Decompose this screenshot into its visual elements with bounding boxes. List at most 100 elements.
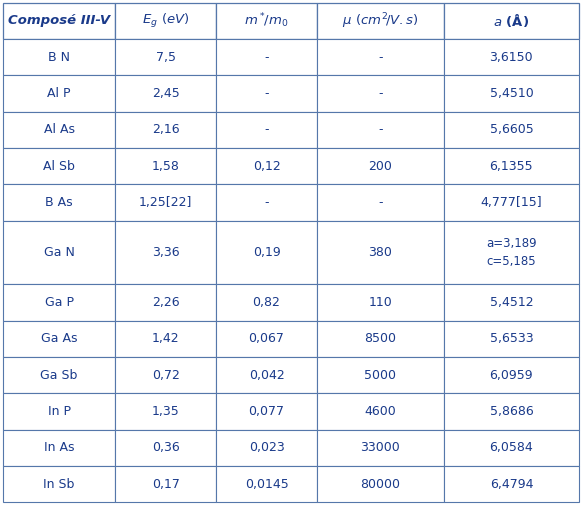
Text: 8500: 8500	[364, 332, 396, 345]
Text: 5,4512: 5,4512	[489, 296, 533, 309]
Text: 3,6150: 3,6150	[489, 50, 533, 64]
Bar	[443, 221, 579, 284]
Bar	[115, 430, 216, 466]
Text: 3,36: 3,36	[152, 246, 179, 259]
Bar	[317, 184, 443, 221]
Text: In Sb: In Sb	[44, 478, 74, 491]
Text: 0,36: 0,36	[152, 441, 180, 454]
Text: -: -	[378, 196, 382, 209]
Bar	[317, 357, 443, 393]
Bar	[317, 321, 443, 357]
Bar	[443, 393, 579, 430]
Bar	[3, 393, 115, 430]
Text: $\mathit{m^*\!/m_0}$: $\mathit{m^*\!/m_0}$	[244, 11, 289, 30]
Bar	[443, 112, 579, 148]
Bar	[3, 466, 115, 502]
Bar	[115, 221, 216, 284]
Text: Ga As: Ga As	[41, 332, 77, 345]
Bar	[216, 466, 317, 502]
Text: Ga P: Ga P	[45, 296, 73, 309]
Bar	[443, 3, 579, 39]
Bar	[317, 393, 443, 430]
Text: 80000: 80000	[360, 478, 400, 491]
Text: -: -	[264, 196, 269, 209]
Bar	[317, 75, 443, 112]
Text: 0,19: 0,19	[253, 246, 281, 259]
Bar	[115, 184, 216, 221]
Bar	[317, 3, 443, 39]
Bar	[115, 112, 216, 148]
Bar	[317, 221, 443, 284]
Text: 0,067: 0,067	[249, 332, 285, 345]
Text: 0,023: 0,023	[249, 441, 285, 454]
Text: $\mathit{\mu}$ $\mathit{(cm^2\!/V.s)}$: $\mathit{\mu}$ $\mathit{(cm^2\!/V.s)}$	[342, 11, 418, 30]
Text: B As: B As	[45, 196, 73, 209]
Bar	[3, 39, 115, 75]
Bar	[443, 284, 579, 321]
Text: 0,82: 0,82	[253, 296, 281, 309]
Bar	[3, 75, 115, 112]
Bar	[443, 184, 579, 221]
Text: B N: B N	[48, 50, 70, 64]
Bar	[317, 112, 443, 148]
Text: 6,4794: 6,4794	[489, 478, 533, 491]
Text: -: -	[378, 50, 382, 64]
Bar	[3, 221, 115, 284]
Text: 0,042: 0,042	[249, 369, 285, 382]
Text: 1,42: 1,42	[152, 332, 179, 345]
Bar	[3, 357, 115, 393]
Bar	[216, 321, 317, 357]
Text: 0,72: 0,72	[152, 369, 180, 382]
Text: 6,0959: 6,0959	[489, 369, 533, 382]
Bar	[115, 39, 216, 75]
Bar	[3, 112, 115, 148]
Bar	[216, 112, 317, 148]
Text: 2,26: 2,26	[152, 296, 179, 309]
Text: $\mathit{a}$ (Å): $\mathit{a}$ (Å)	[494, 12, 530, 29]
Text: 380: 380	[368, 246, 392, 259]
Text: 33000: 33000	[360, 441, 400, 454]
Text: Ga N: Ga N	[44, 246, 74, 259]
Bar	[443, 148, 579, 184]
Text: 5,6533: 5,6533	[489, 332, 533, 345]
Bar	[443, 75, 579, 112]
Bar	[115, 148, 216, 184]
Bar	[115, 75, 216, 112]
Bar	[216, 184, 317, 221]
Text: 2,45: 2,45	[152, 87, 180, 100]
Bar	[216, 221, 317, 284]
Bar	[317, 430, 443, 466]
Text: 5,4510: 5,4510	[489, 87, 533, 100]
Bar	[216, 3, 317, 39]
Text: -: -	[264, 50, 269, 64]
Bar	[3, 184, 115, 221]
Text: $\mathit{E_g}$ $\mathit{(eV)}$: $\mathit{E_g}$ $\mathit{(eV)}$	[142, 12, 190, 30]
Text: -: -	[264, 87, 269, 100]
Text: 2,16: 2,16	[152, 123, 179, 136]
Bar	[115, 321, 216, 357]
Bar	[216, 357, 317, 393]
Bar	[115, 393, 216, 430]
Text: Composé III-V: Composé III-V	[8, 14, 110, 27]
Text: 5,8686: 5,8686	[489, 405, 533, 418]
Bar	[317, 148, 443, 184]
Bar	[443, 39, 579, 75]
Bar	[317, 284, 443, 321]
Bar	[115, 3, 216, 39]
Text: 200: 200	[368, 160, 392, 173]
Text: 6,0584: 6,0584	[489, 441, 533, 454]
Text: a=3,189
c=5,185: a=3,189 c=5,185	[486, 237, 537, 268]
Bar	[317, 39, 443, 75]
Bar	[216, 393, 317, 430]
Text: Al P: Al P	[47, 87, 71, 100]
Bar	[317, 466, 443, 502]
Text: -: -	[378, 87, 382, 100]
Text: In P: In P	[48, 405, 70, 418]
Text: 4,777[15]: 4,777[15]	[481, 196, 542, 209]
Text: 6,1355: 6,1355	[489, 160, 533, 173]
Bar	[216, 39, 317, 75]
Text: Al As: Al As	[44, 123, 74, 136]
Text: Al Sb: Al Sb	[43, 160, 75, 173]
Bar	[3, 3, 115, 39]
Text: 0,0145: 0,0145	[244, 478, 289, 491]
